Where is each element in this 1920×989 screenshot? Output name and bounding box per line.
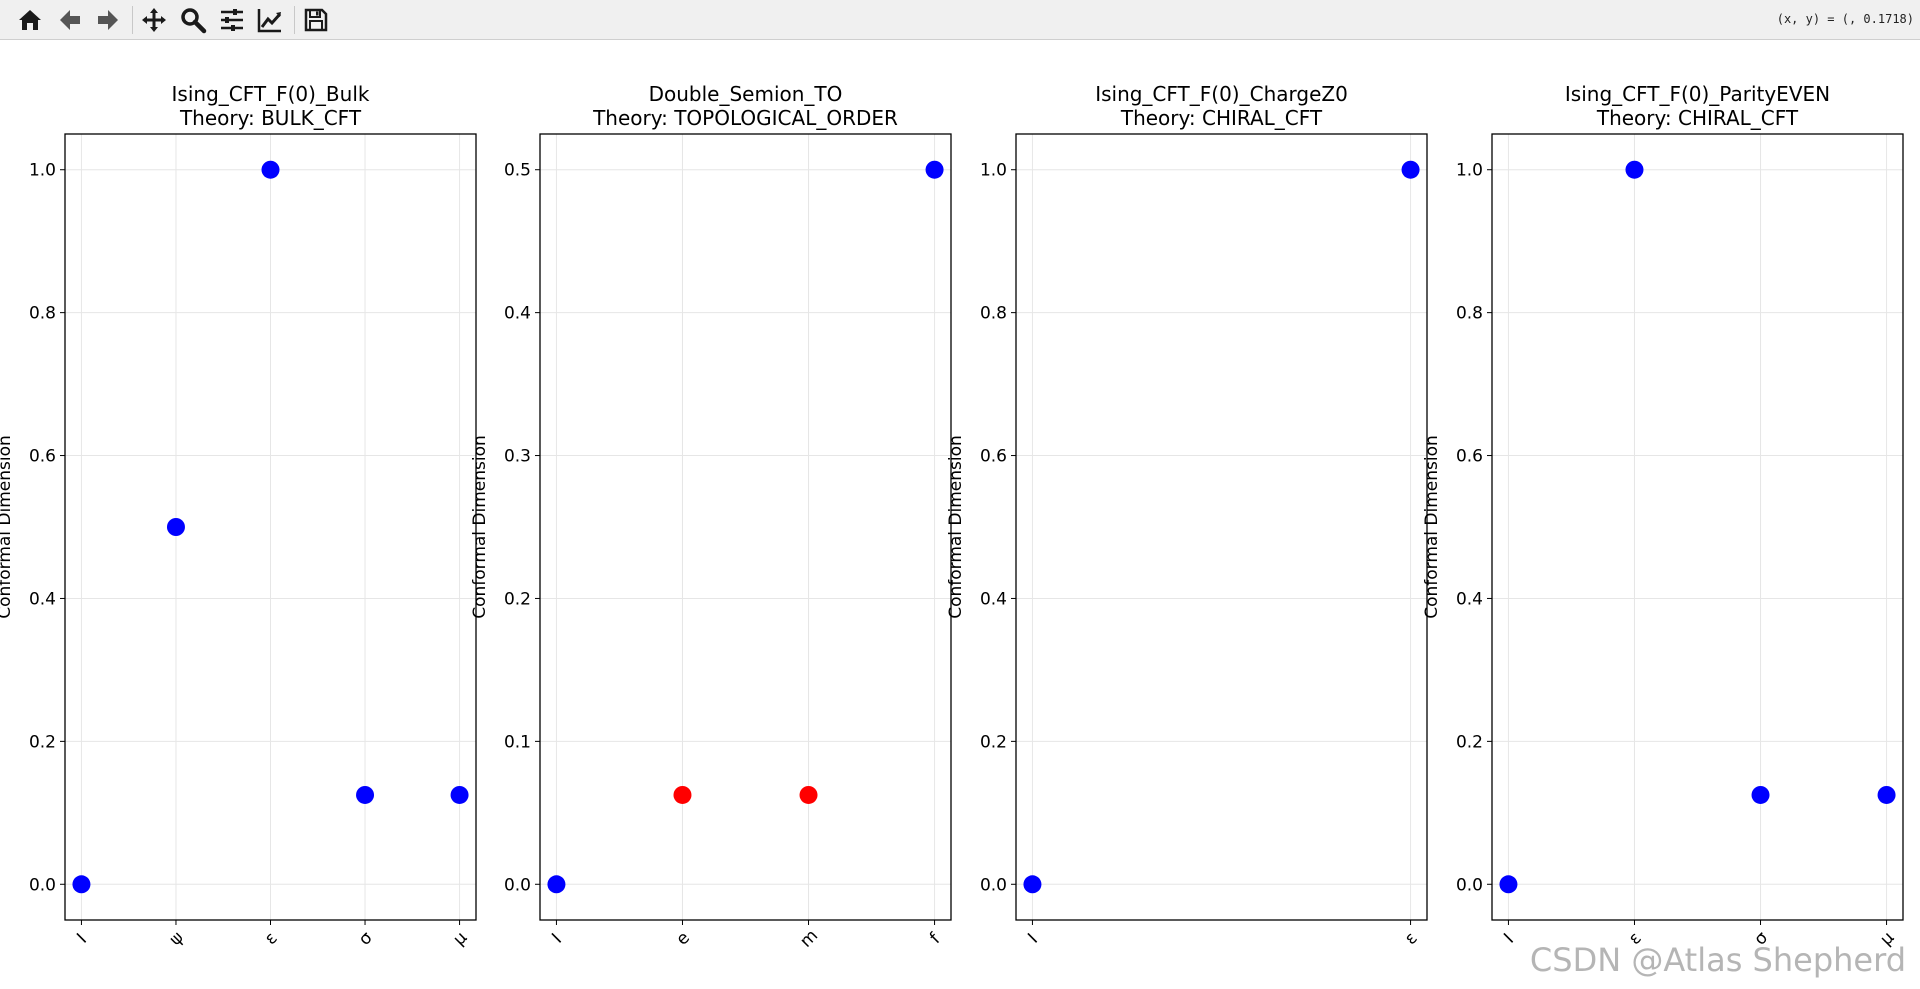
- x-tick-label: μ: [449, 928, 471, 950]
- forward-icon[interactable]: [92, 4, 124, 36]
- pan-icon[interactable]: [138, 4, 170, 36]
- x-tick-label: I: [73, 930, 91, 948]
- back-icon[interactable]: [54, 4, 86, 36]
- chart-subtitle: Theory: CHIRAL_CFT: [1596, 106, 1799, 130]
- chart-title: Ising_CFT_F(0)_ParityEVEN: [1565, 82, 1830, 106]
- axes-frame: [539, 133, 952, 921]
- x-tick-label: I: [1500, 930, 1518, 948]
- y-tick-label: 1.0: [29, 161, 56, 181]
- y-tick-label: 0.2: [1456, 732, 1483, 752]
- y-tick-label: 0.2: [29, 732, 56, 752]
- zoom-icon[interactable]: [177, 4, 209, 36]
- chart-subtitle: Theory: BULK_CFT: [179, 106, 362, 130]
- axes-frame: [1015, 133, 1428, 921]
- data-point: [1877, 785, 1896, 804]
- y-tick-label: 0.5: [504, 161, 531, 181]
- y-tick-label: 0.4: [29, 589, 56, 609]
- toolbar-separator: [294, 6, 295, 34]
- edit-axis-icon[interactable]: [254, 4, 286, 36]
- watermark: CSDN @Atlas Shepherd: [1529, 941, 1906, 979]
- subplot-2: 0.0 0.1 0.2 0.3 0.4 0.5 I e m f Double_Semion_TOTh…: [470, 82, 952, 952]
- y-tick-label: 0.2: [980, 732, 1007, 752]
- home-icon[interactable]: [14, 4, 46, 36]
- navigation-toolbar: (x, y) = (, 0.1718): [0, 0, 1920, 40]
- y-tick-label: 1.0: [980, 161, 1007, 181]
- x-tick-label: e: [672, 928, 694, 950]
- data-point: [261, 160, 280, 179]
- configure-subplots-icon[interactable]: [216, 4, 248, 36]
- y-axis-label: Conformal Dimension: [1422, 435, 1442, 619]
- data-point: [166, 518, 185, 536]
- y-tick-label: 0.0: [1456, 875, 1483, 895]
- x-tick-label: σ: [355, 928, 377, 950]
- y-tick-label: 0.8: [1456, 304, 1483, 324]
- axes-frame: [1491, 133, 1904, 921]
- axes-frame: [64, 133, 477, 921]
- y-tick-label: 0.6: [1456, 447, 1483, 467]
- y-axis-label: Conformal Dimension: [0, 435, 15, 619]
- x-tick-label: I: [1024, 930, 1042, 948]
- data-point: [925, 160, 944, 179]
- y-axis-label: Conformal Dimension: [946, 435, 966, 619]
- data-point: [673, 785, 692, 804]
- y-tick-label: 0.0: [29, 875, 56, 895]
- data-point: [1751, 785, 1770, 804]
- chart-title: Ising_CFT_F(0)_Bulk: [172, 82, 370, 106]
- x-tick-label: I: [548, 930, 566, 948]
- y-tick-label: 0.2: [504, 589, 531, 609]
- x-tick-label: f: [926, 929, 945, 948]
- data-point: [799, 785, 818, 804]
- y-tick-label: 0.3: [504, 447, 531, 467]
- data-point: [450, 785, 469, 804]
- data-point: [72, 875, 91, 894]
- y-tick-label: 0.4: [504, 304, 531, 324]
- y-tick-label: 0.0: [980, 875, 1007, 895]
- data-point: [1625, 160, 1644, 179]
- cursor-coordinates: (x, y) = (, 0.1718): [1776, 12, 1914, 26]
- y-tick-label: 0.4: [980, 589, 1007, 609]
- y-tick-label: 0.6: [29, 447, 56, 467]
- y-tick-label: 0.4: [1456, 589, 1483, 609]
- x-tick-label: ε: [1401, 928, 1422, 949]
- data-point: [1401, 160, 1420, 179]
- y-tick-label: 1.0: [1456, 161, 1483, 181]
- chart-subtitle: Theory: TOPOLOGICAL_ORDER: [592, 106, 898, 130]
- chart-title: Double_Semion_TO: [649, 82, 843, 106]
- y-tick-label: 0.8: [29, 304, 56, 324]
- toolbar-separator: [132, 6, 133, 34]
- x-tick-label: ψ: [166, 928, 188, 950]
- y-tick-label: 0.8: [980, 304, 1007, 324]
- subplot-1: 0.0 0.2 0.4 0.6 0.8 1.0 I ψ ε σ μ Ising_CFT_F(0)_Bu…: [0, 82, 477, 950]
- chart-title: Ising_CFT_F(0)_ChargeZ0: [1095, 82, 1348, 106]
- subplot-3: 0.0 0.2 0.4 0.6 0.8 1.0 I ε Ising_CFT_F(0)_Charg…: [946, 82, 1428, 949]
- chart-subtitle: Theory: CHIRAL_CFT: [1120, 106, 1323, 130]
- y-tick-label: 0.6: [980, 447, 1007, 467]
- x-tick-label: ε: [261, 928, 282, 949]
- data-point: [1499, 875, 1518, 894]
- x-tick-label: m: [796, 926, 822, 952]
- y-tick-label: 0.0: [504, 875, 531, 895]
- figure-canvas[interactable]: 0.0 0.2 0.4 0.6 0.8 1.0 I ψ ε σ μ Ising_CFT_F(0)_Bu…: [0, 40, 1920, 989]
- data-point: [1023, 875, 1042, 894]
- subplot-4: 0.00.20.40.60.81.0I ε σ μIsing_CFT_F(0)_Par…: [1422, 82, 1904, 950]
- y-tick-label: 0.1: [504, 732, 531, 752]
- save-icon[interactable]: [300, 4, 332, 36]
- data-point: [547, 875, 566, 894]
- y-axis-label: Conformal Dimension: [470, 435, 490, 619]
- data-point: [356, 785, 375, 804]
